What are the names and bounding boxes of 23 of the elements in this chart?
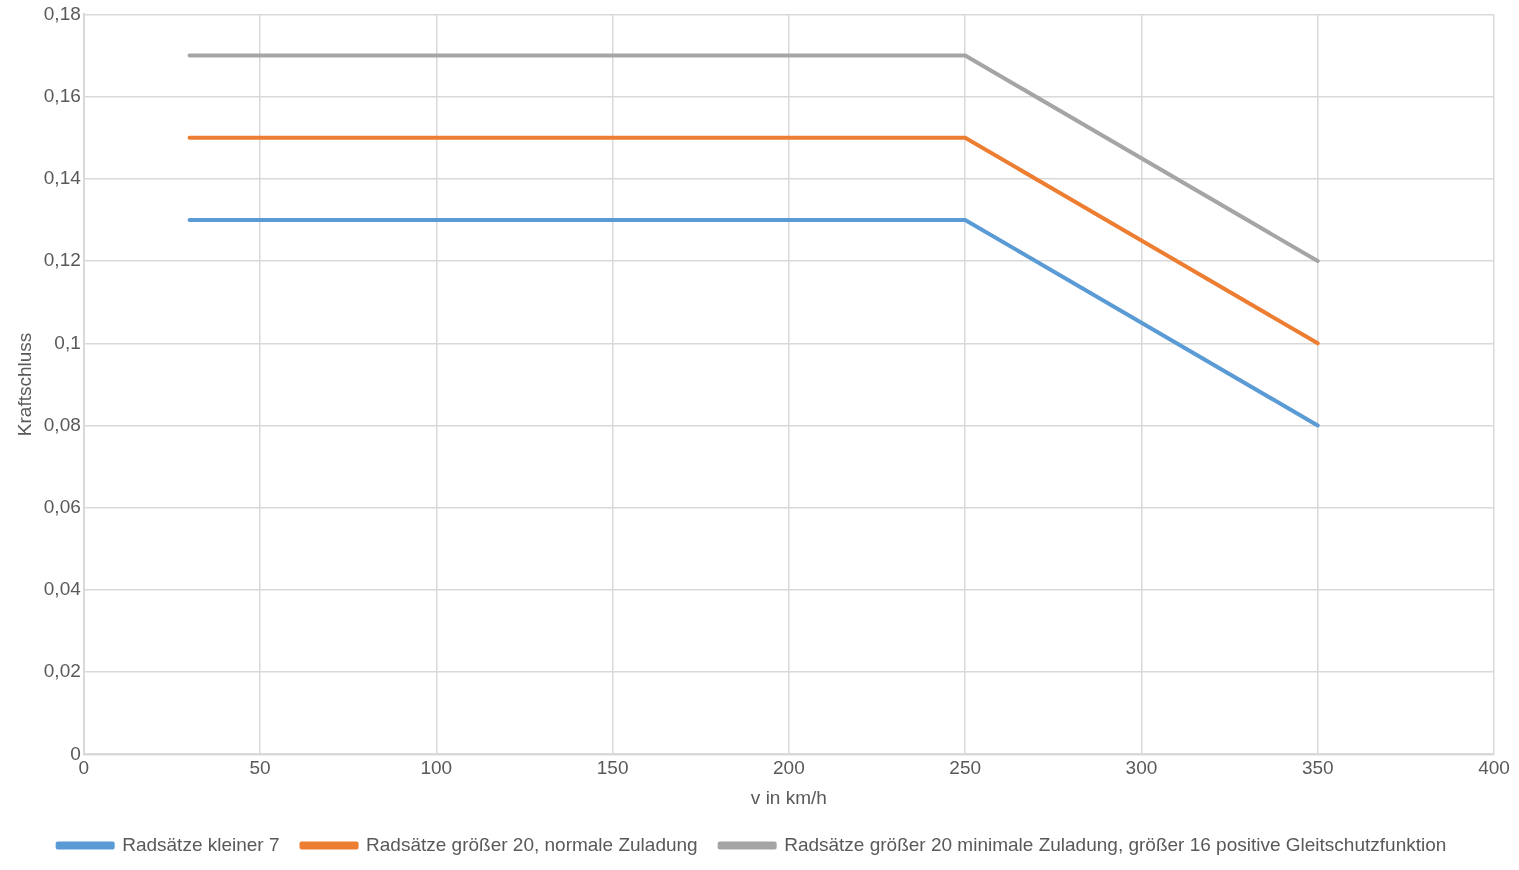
x-tick-label: 250 <box>949 757 982 779</box>
legend-label: Radsätze größer 20, normale Zuladung <box>366 833 698 855</box>
x-axis-title: v in km/h <box>750 786 827 808</box>
x-tick-label: 350 <box>1301 757 1334 779</box>
y-tick-label: 0,18 <box>43 2 81 24</box>
y-tick-label: 0,1 <box>54 331 81 353</box>
y-tick-label: 0,06 <box>43 495 81 517</box>
y-tick-label: 0,02 <box>43 660 81 682</box>
y-tick-label: 0,16 <box>43 84 81 106</box>
y-tick-label: 0 <box>70 742 81 764</box>
x-tick-label: 50 <box>249 757 271 779</box>
legend-label: Radsätze kleiner 7 <box>122 833 280 855</box>
y-tick-label: 0,12 <box>43 249 81 271</box>
x-tick-label: 400 <box>1478 757 1510 779</box>
x-tick-label: 200 <box>773 757 805 779</box>
y-tick-label: 0,08 <box>43 413 81 435</box>
y-axis-title: Kraftschluss <box>13 332 35 437</box>
x-tick-label: 100 <box>420 757 453 779</box>
x-tick-label: 150 <box>596 757 629 779</box>
x-tick-label: 300 <box>1125 757 1158 779</box>
y-tick-label: 0,14 <box>43 167 82 189</box>
y-tick-label: 0,04 <box>43 578 82 600</box>
legend-label: Radsätze größer 20 minimale Zuladung, größer 16 positive Gleitschutzfunktion <box>784 833 1447 855</box>
